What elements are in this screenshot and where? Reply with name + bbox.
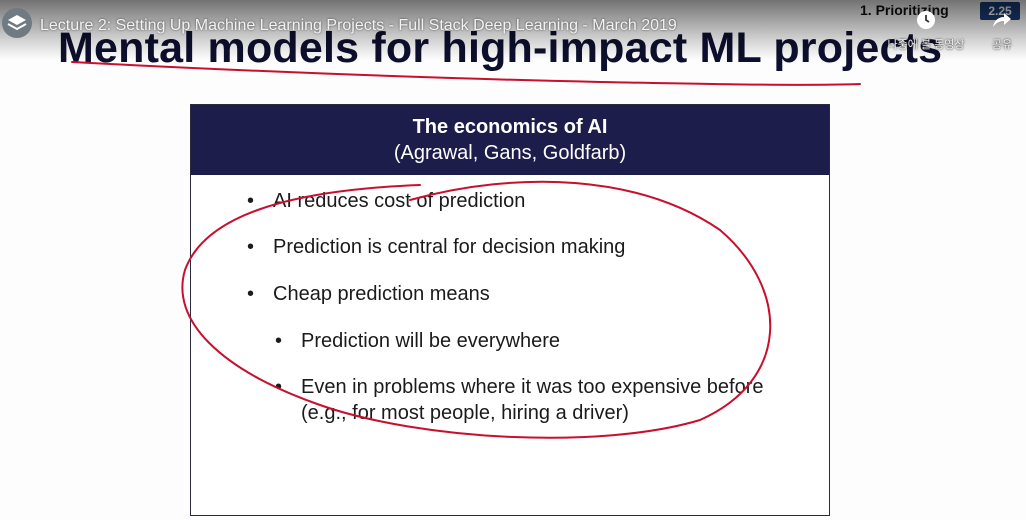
list-item: • Prediction is central for decision mak… bbox=[247, 236, 626, 259]
bullet-text: Prediction will be everywhere bbox=[301, 330, 561, 352]
bullet-text: Cheap prediction means bbox=[273, 283, 490, 305]
bullet-dot: • bbox=[275, 376, 283, 398]
list-item: • Cheap prediction means bbox=[247, 283, 490, 306]
bullet-dot: • bbox=[247, 236, 255, 258]
watch-later-label: 나중에 볼 동영상 bbox=[887, 39, 965, 51]
bullet-text: Prediction is central for decision makin… bbox=[273, 236, 626, 258]
watch-later-button[interactable]: 나중에 볼 동영상 bbox=[888, 10, 964, 60]
sub-list-item: • Prediction will be everywhere bbox=[275, 330, 561, 353]
economics-box: The economics of AI (Agrawal, Gans, Gold… bbox=[190, 104, 830, 516]
bullet-text: Even in problems where it was too expens… bbox=[301, 376, 764, 424]
box-subtitle: (Agrawal, Gans, Goldfarb) bbox=[393, 142, 627, 164]
sub-list-item: • Even in problems where it was too expe… bbox=[275, 374, 771, 426]
clock-icon bbox=[917, 11, 935, 29]
video-title[interactable]: Lecture 2: Setting Up Machine Learning P… bbox=[40, 17, 677, 34]
bullet-dot: • bbox=[247, 190, 255, 212]
box-title: The economics of AI bbox=[412, 116, 608, 138]
bullet-text: AI reduces cost of prediction bbox=[273, 190, 526, 212]
bullet-dot: • bbox=[247, 283, 255, 305]
share-icon bbox=[993, 13, 1011, 27]
layers-icon bbox=[7, 15, 27, 31]
bullet-dot: • bbox=[275, 330, 283, 352]
list-item: • AI reduces cost of prediction bbox=[247, 190, 526, 213]
box-header: The economics of AI (Agrawal, Gans, Gold… bbox=[191, 105, 829, 175]
share-button[interactable]: 공유 bbox=[980, 10, 1024, 60]
share-label: 공유 bbox=[991, 39, 1013, 51]
channel-logo-icon[interactable] bbox=[2, 8, 32, 38]
